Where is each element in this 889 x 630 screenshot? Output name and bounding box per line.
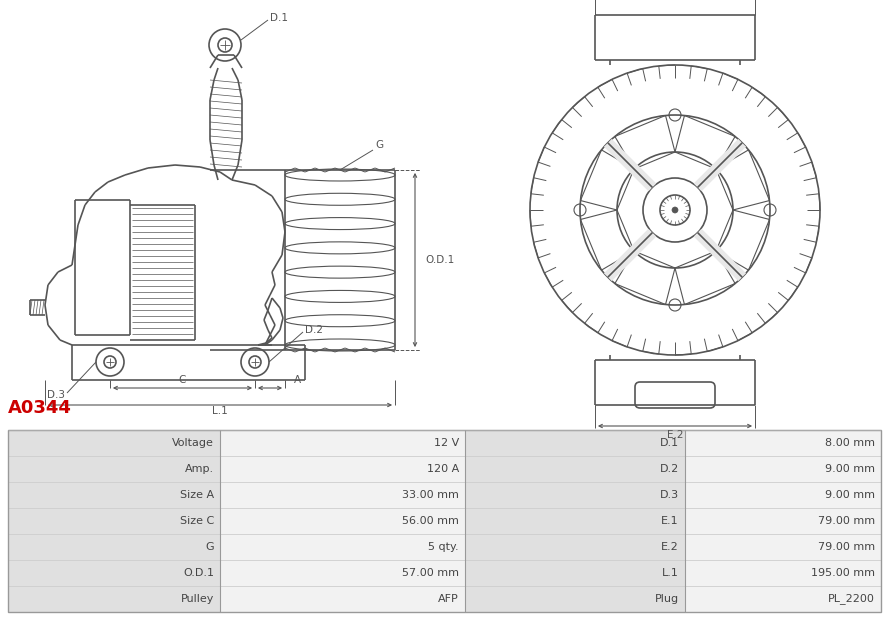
Text: D.3: D.3 <box>47 390 65 400</box>
Bar <box>8 586 220 612</box>
Text: Plug: Plug <box>655 594 679 604</box>
Text: A: A <box>293 375 300 385</box>
Text: E.2: E.2 <box>667 430 684 440</box>
Bar <box>685 560 881 586</box>
Text: L.1: L.1 <box>212 406 228 416</box>
Bar <box>8 508 220 534</box>
Bar <box>220 430 465 456</box>
Text: E.1: E.1 <box>661 516 679 526</box>
Text: D.2: D.2 <box>660 464 679 474</box>
Text: 79.00 mm: 79.00 mm <box>818 542 875 552</box>
Text: G: G <box>375 140 383 150</box>
Bar <box>8 560 220 586</box>
Bar <box>220 534 465 560</box>
Text: 9.00 mm: 9.00 mm <box>825 464 875 474</box>
Bar <box>465 560 685 586</box>
Text: 195.00 mm: 195.00 mm <box>811 568 875 578</box>
Text: O.D.1: O.D.1 <box>183 568 214 578</box>
Text: 33.00 mm: 33.00 mm <box>402 490 459 500</box>
Text: Amp.: Amp. <box>185 464 214 474</box>
Bar <box>465 456 685 482</box>
Bar <box>465 586 685 612</box>
Text: 79.00 mm: 79.00 mm <box>818 516 875 526</box>
Bar <box>685 534 881 560</box>
Text: Pulley: Pulley <box>180 594 214 604</box>
Bar <box>685 586 881 612</box>
Bar <box>685 456 881 482</box>
Text: C: C <box>179 375 186 385</box>
Bar <box>685 508 881 534</box>
Bar <box>220 560 465 586</box>
Bar <box>465 508 685 534</box>
Text: AFP: AFP <box>438 594 459 604</box>
Bar <box>8 430 881 612</box>
Bar <box>220 586 465 612</box>
Text: L.1: L.1 <box>662 568 679 578</box>
Text: O.D.1: O.D.1 <box>425 255 454 265</box>
Text: D.2: D.2 <box>305 325 323 335</box>
Text: 57.00 mm: 57.00 mm <box>402 568 459 578</box>
Bar <box>8 456 220 482</box>
Text: E.2: E.2 <box>661 542 679 552</box>
Text: 12 V: 12 V <box>434 438 459 448</box>
Text: 9.00 mm: 9.00 mm <box>825 490 875 500</box>
Bar <box>8 430 220 456</box>
Text: Voltage: Voltage <box>172 438 214 448</box>
Text: Size A: Size A <box>180 490 214 500</box>
Bar <box>8 482 220 508</box>
Bar <box>465 430 685 456</box>
Text: G: G <box>205 542 214 552</box>
Text: 120 A: 120 A <box>427 464 459 474</box>
Text: 56.00 mm: 56.00 mm <box>402 516 459 526</box>
Bar <box>220 456 465 482</box>
Text: Size C: Size C <box>180 516 214 526</box>
Text: D.1: D.1 <box>660 438 679 448</box>
Text: A0344: A0344 <box>8 399 72 417</box>
Bar <box>220 482 465 508</box>
Bar <box>8 534 220 560</box>
Text: 8.00 mm: 8.00 mm <box>825 438 875 448</box>
Bar <box>685 482 881 508</box>
Text: 5 qty.: 5 qty. <box>428 542 459 552</box>
Text: PL_2200: PL_2200 <box>829 593 875 604</box>
Bar <box>465 482 685 508</box>
Bar <box>685 430 881 456</box>
Text: D.3: D.3 <box>660 490 679 500</box>
Circle shape <box>672 207 678 213</box>
Bar <box>465 534 685 560</box>
Text: D.1: D.1 <box>270 13 288 23</box>
Bar <box>220 508 465 534</box>
